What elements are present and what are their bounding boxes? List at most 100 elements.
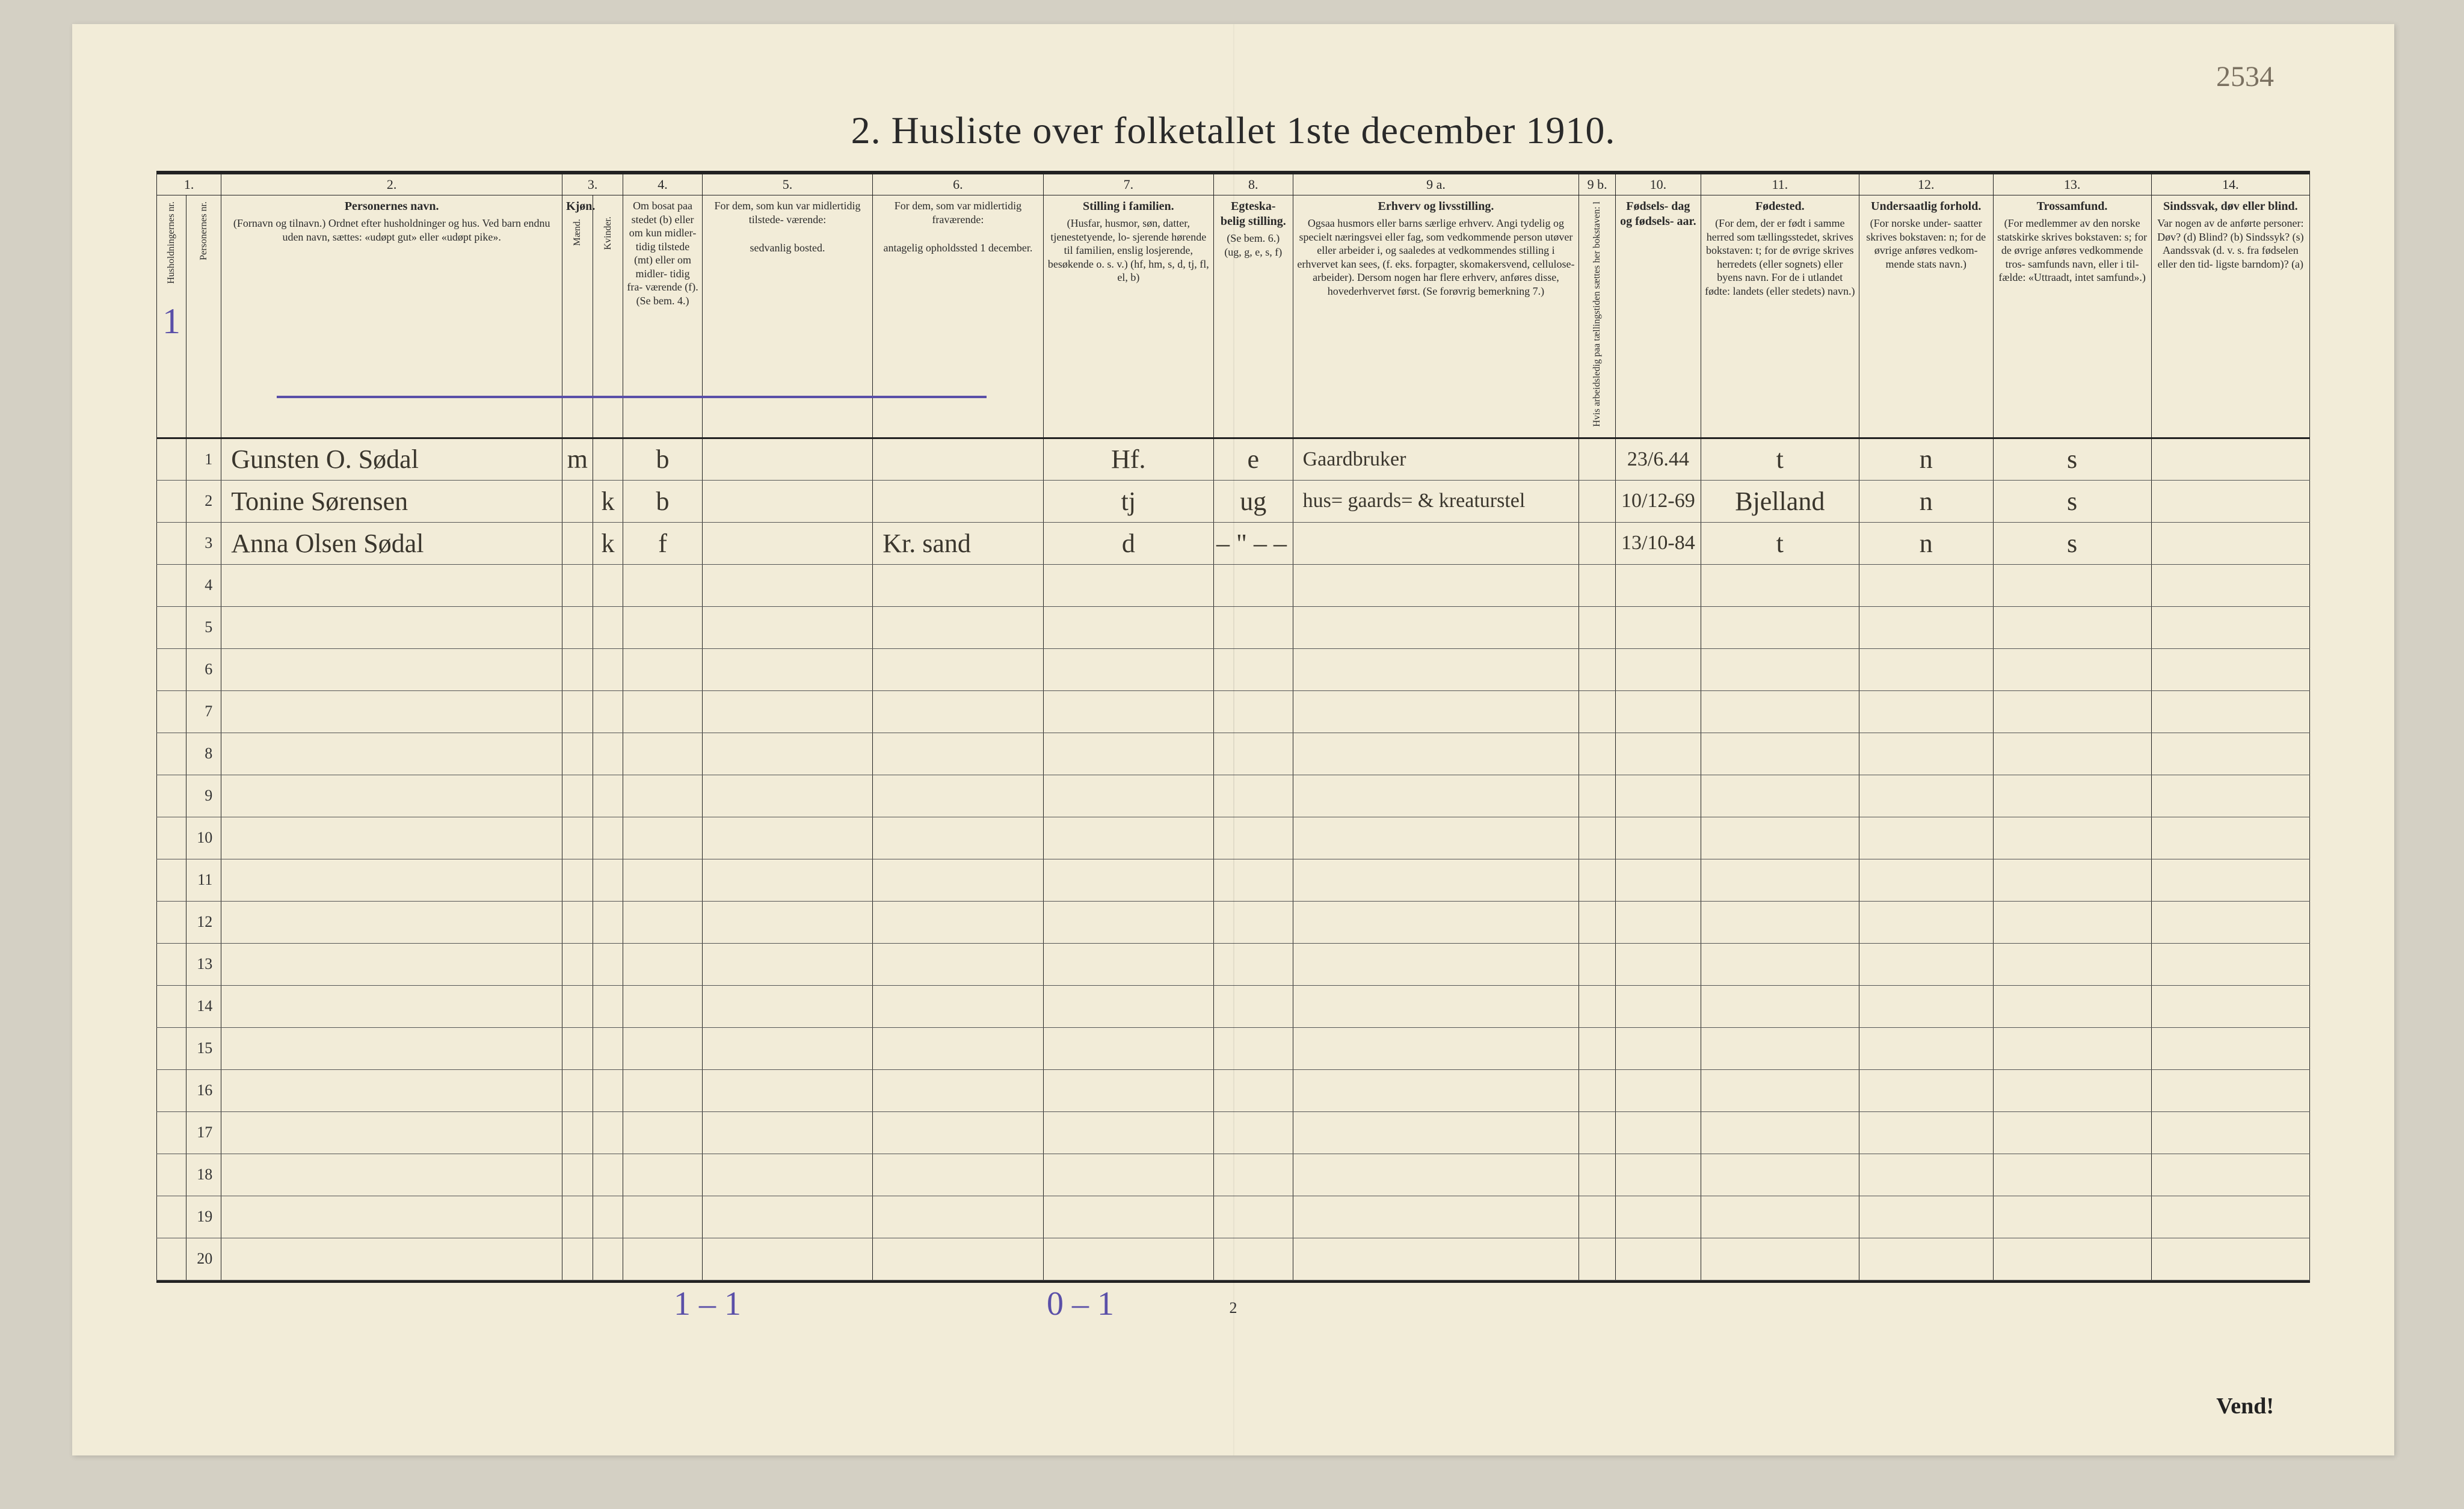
cell (1214, 606, 1293, 648)
colnum-1: 1. (157, 174, 221, 195)
cell: b (623, 438, 703, 480)
table-row: 10 (157, 817, 2310, 859)
cell (1293, 775, 1579, 817)
cell (562, 522, 593, 564)
cell (1616, 564, 1701, 606)
cell (702, 606, 872, 648)
cell-person-nr: 5 (186, 606, 221, 648)
cell (1293, 817, 1579, 859)
cell (593, 438, 623, 480)
cell (1616, 1154, 1701, 1196)
table-row: 8 (157, 733, 2310, 775)
colnum-10: 10. (1616, 174, 1701, 195)
cell (1993, 733, 2151, 775)
cell (1993, 690, 2151, 733)
cell (562, 1027, 593, 1069)
cell (873, 985, 1043, 1027)
head-occupation: Erhverv og livsstilling. Ogsaa husmors e… (1293, 195, 1579, 438)
cell (1859, 901, 1993, 943)
cell (1993, 606, 2151, 648)
cell (1214, 690, 1293, 733)
cell (1293, 901, 1579, 943)
cell (157, 438, 186, 480)
cell (593, 901, 623, 943)
cell (1701, 648, 1859, 690)
cell (1293, 985, 1579, 1027)
cell (702, 438, 872, 480)
cell (1043, 1154, 1213, 1196)
cell (873, 775, 1043, 817)
cell (623, 985, 703, 1027)
cell (1701, 1154, 1859, 1196)
cell (1293, 1196, 1579, 1238)
cell (157, 985, 186, 1027)
cell (1043, 1027, 1213, 1069)
cell (702, 648, 872, 690)
cell (1579, 985, 1616, 1027)
cell-name: Gunsten O. Sødal (221, 438, 562, 480)
head-name: Personernes navn. (Fornavn og tilnavn.) … (221, 195, 562, 438)
cell (623, 859, 703, 901)
cell (702, 1111, 872, 1154)
cell-name (221, 690, 562, 733)
head-family-pos: Stilling i familien. (Husfar, husmor, sø… (1043, 195, 1213, 438)
cell (702, 480, 872, 522)
cell (1993, 943, 2151, 985)
cell (1293, 690, 1579, 733)
cell-name (221, 1111, 562, 1154)
cell (1043, 817, 1213, 859)
head-occupation-main: Erhverv og livsstilling. (1297, 199, 1575, 214)
cell (1616, 1027, 1701, 1069)
cell (1993, 648, 2151, 690)
head-disability: Sindssvak, døv eller blind. Var nogen av… (2151, 195, 2309, 438)
cell (562, 1111, 593, 1154)
cell (157, 1069, 186, 1111)
cell (2151, 985, 2309, 1027)
cell (1701, 1069, 1859, 1111)
cell-name (221, 1196, 562, 1238)
cell (1043, 564, 1213, 606)
cell (1993, 1111, 2151, 1154)
cell (1214, 733, 1293, 775)
cell (702, 1196, 872, 1238)
head-marital: Egteska- belig stilling. (Se bem. 6.) (u… (1214, 195, 1293, 438)
cell-name (221, 564, 562, 606)
cell (1293, 1238, 1579, 1280)
cell (593, 817, 623, 859)
cell (702, 775, 872, 817)
cell (1701, 901, 1859, 943)
cell (1579, 1238, 1616, 1280)
cell (1293, 943, 1579, 985)
cell (623, 1111, 703, 1154)
cell-person-nr: 10 (186, 817, 221, 859)
cell: f (623, 522, 703, 564)
table-row: 4 (157, 564, 2310, 606)
cell (1616, 690, 1701, 733)
cell (702, 943, 872, 985)
cell: k (593, 522, 623, 564)
cell-name: Tonine Sørensen (221, 480, 562, 522)
cell (2151, 817, 2309, 859)
cell-name (221, 1027, 562, 1069)
cell-name (221, 1238, 562, 1280)
cell (157, 648, 186, 690)
cell: n (1859, 522, 1993, 564)
cell (1043, 985, 1213, 1027)
cell (1701, 859, 1859, 901)
cell (1293, 1027, 1579, 1069)
cell (1293, 733, 1579, 775)
cell-name (221, 733, 562, 775)
cell (1579, 564, 1616, 606)
cell (873, 901, 1043, 943)
cell-person-nr: 16 (186, 1069, 221, 1111)
cell-person-nr: 7 (186, 690, 221, 733)
cell (1214, 648, 1293, 690)
cell: n (1859, 480, 1993, 522)
census-body: 1Gunsten O. SødalmbHf.eGaardbruker23/6.4… (157, 438, 2310, 1280)
cell (2151, 648, 2309, 690)
cell (562, 775, 593, 817)
cell (2151, 1238, 2309, 1280)
cell (1859, 1027, 1993, 1069)
cell (623, 648, 703, 690)
cell (562, 1154, 593, 1196)
